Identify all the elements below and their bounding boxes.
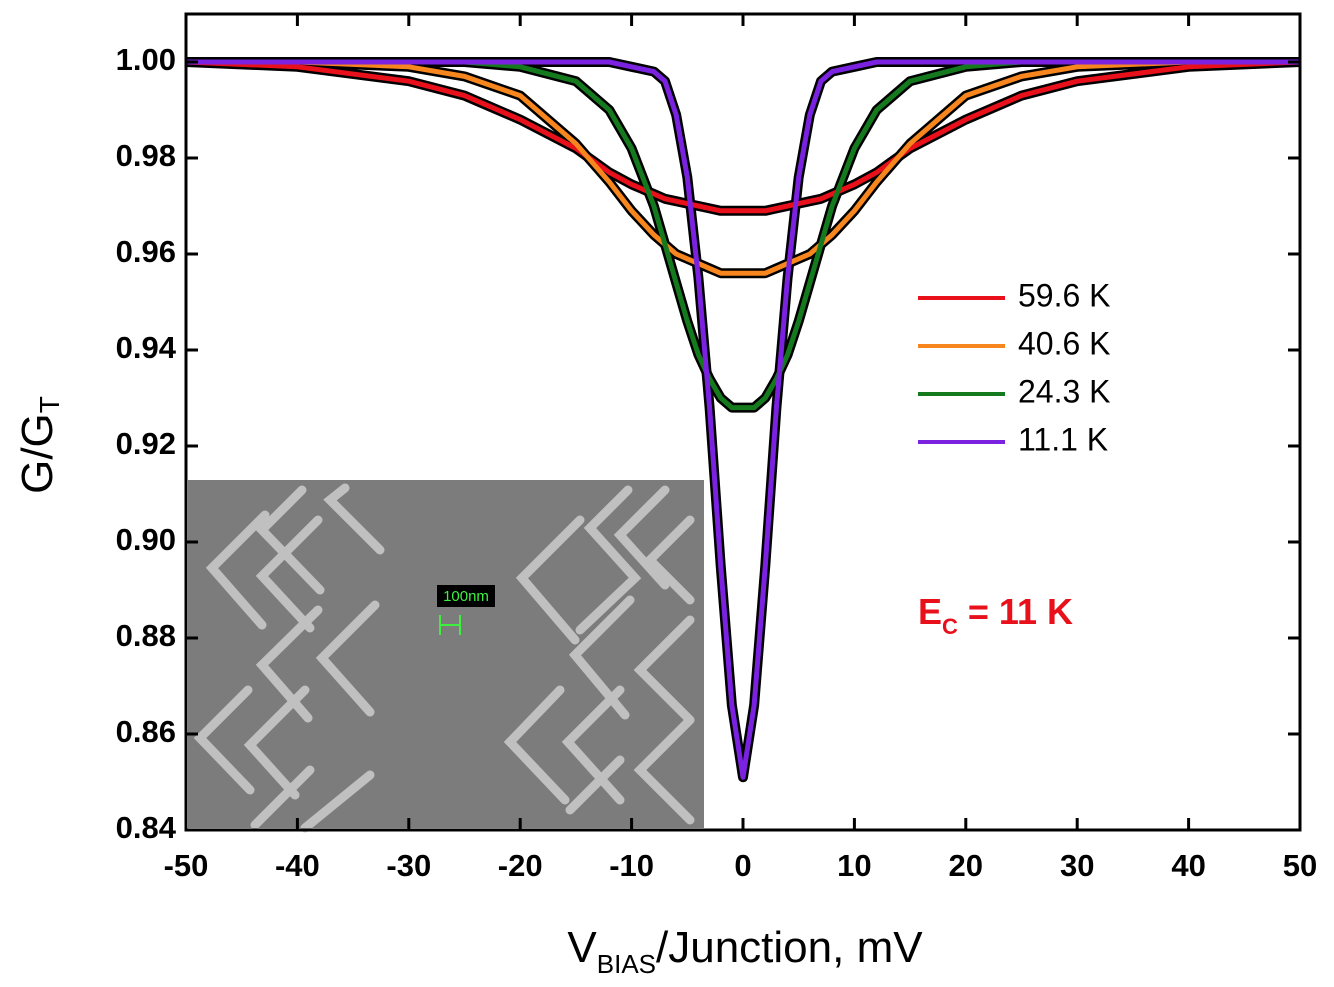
x-tick-label: -30 — [386, 848, 431, 883]
x-tick-label: -40 — [275, 848, 320, 883]
x-tick-label: 10 — [837, 848, 871, 883]
series-line — [186, 62, 1300, 273]
y-tick-label: 0.88 — [116, 618, 176, 653]
y-tick-label: 1.00 — [116, 42, 176, 77]
y-label-text: G/G — [13, 413, 62, 494]
y-label-sub: T — [34, 396, 65, 413]
legend: 59.6 K 40.6 K 24.3 K 11.1 K — [918, 277, 1111, 457]
data-outline — [186, 62, 1300, 408]
x-tick-label: 0 — [734, 848, 751, 883]
y-tick-label: 0.92 — [116, 426, 176, 461]
inset-image: 100nm — [188, 480, 704, 828]
y-tick-label: 0.94 — [116, 330, 177, 365]
annotation-rest: = 11 K — [958, 591, 1073, 632]
annotation-sub: C — [942, 614, 958, 639]
x-tick-label: 30 — [1060, 848, 1094, 883]
y-axis-label: G/GT — [13, 396, 66, 494]
annotation: EC = 11 K — [918, 591, 1073, 639]
x-tick-label: 50 — [1283, 848, 1317, 883]
scale-label: 100nm — [443, 588, 489, 605]
x-label-sub: BIAS — [597, 949, 656, 979]
y-tick-label: 0.86 — [116, 714, 176, 749]
legend-label: 24.3 K — [1018, 373, 1111, 409]
data-outline — [186, 62, 1300, 273]
x-tick-label: -10 — [609, 848, 654, 883]
y-tick-label: 0.90 — [116, 522, 176, 557]
x-label-text: V — [567, 923, 597, 972]
x-tick-label: 20 — [949, 848, 983, 883]
legend-label: 59.6 K — [1018, 277, 1111, 313]
series-line — [186, 62, 1300, 408]
x-tick-label: -50 — [164, 848, 209, 883]
y-tick-label: 0.96 — [116, 234, 176, 269]
x-label-rest: /Junction, mV — [656, 923, 923, 972]
annotation-text: E — [918, 591, 942, 632]
chart: 100nm EC = 11 K G/GT VBIAS/Junction, mV … — [0, 0, 1334, 987]
legend-label: 11.1 K — [1018, 421, 1108, 457]
series-line — [186, 62, 1300, 211]
x-tick-label: 40 — [1171, 848, 1205, 883]
y-tick-label: 0.98 — [116, 138, 176, 173]
legend-label: 40.6 K — [1018, 325, 1111, 361]
data-outline — [186, 62, 1300, 211]
x-tick-label: -20 — [498, 848, 543, 883]
y-tick-label: 0.84 — [116, 810, 177, 845]
x-axis-label: VBIAS/Junction, mV — [567, 923, 923, 979]
